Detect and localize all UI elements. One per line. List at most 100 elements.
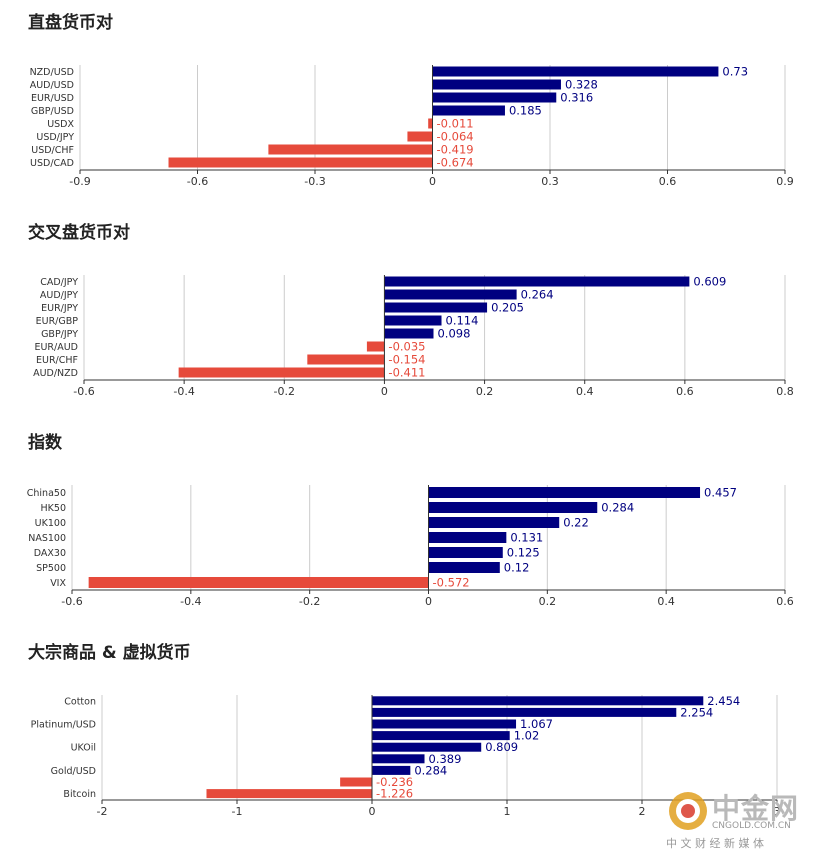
data-label: 0.125 xyxy=(507,546,540,560)
data-label: 0.264 xyxy=(521,288,554,302)
bar-chart-cross-pairs: -0.6 -0.4 -0.2 0 0.2 0.4 0.6 0.8 0.609 0.2640.205… xyxy=(33,275,794,399)
bar xyxy=(432,105,505,116)
tick-label: 0 xyxy=(381,385,388,398)
bar xyxy=(372,731,510,741)
tick-label: -0.6 xyxy=(187,175,208,188)
category-label: Platinum/USD xyxy=(31,720,96,731)
category-label: UK100 xyxy=(35,518,66,529)
data-label: 0.284 xyxy=(601,501,634,515)
tick-label: -0.2 xyxy=(299,595,320,608)
tick-label: -0.3 xyxy=(304,175,325,188)
bar xyxy=(428,547,503,558)
tick-label: -0.6 xyxy=(73,385,94,398)
data-label: -0.154 xyxy=(388,353,425,367)
tick-label: -0.4 xyxy=(180,595,201,608)
data-label: -0.572 xyxy=(433,576,470,590)
bar xyxy=(340,777,372,787)
bar xyxy=(384,276,690,287)
data-label: -1.226 xyxy=(376,787,413,801)
category-label: DAX30 xyxy=(34,548,66,559)
bar xyxy=(384,289,517,300)
bar xyxy=(432,92,557,103)
data-label: 0.457 xyxy=(704,486,737,500)
data-label: 1.02 xyxy=(514,729,540,743)
chart-title: 直盘货币对 xyxy=(28,13,113,33)
category-label: China50 xyxy=(27,488,66,499)
category-label: USD/JPY xyxy=(36,132,74,143)
tick-label: -1 xyxy=(232,805,243,818)
data-label: 0.389 xyxy=(429,752,462,766)
watermark-brand-text: 中金网 xyxy=(712,792,800,825)
data-label: 0.205 xyxy=(491,301,524,315)
chart-title: 指数 xyxy=(28,433,62,453)
category-label: NZD/USD xyxy=(30,67,74,78)
data-label: 0.809 xyxy=(485,740,518,754)
category-label: EUR/USD xyxy=(31,93,74,104)
tick-label: 2 xyxy=(639,805,646,818)
tick-label: -0.6 xyxy=(61,595,82,608)
category-label: USD/CAD xyxy=(30,158,74,169)
bar xyxy=(366,341,385,352)
data-label: 0.185 xyxy=(509,104,542,118)
tick-label: 0 xyxy=(429,175,436,188)
tick-label: 0.9 xyxy=(776,175,794,188)
bar xyxy=(168,157,433,168)
bar xyxy=(384,315,442,326)
bar xyxy=(206,789,372,799)
data-label: 0.114 xyxy=(446,314,479,328)
category-label: VIX xyxy=(50,578,66,589)
bar xyxy=(88,577,429,588)
chart-title: 大宗商品 & 虚拟货币 xyxy=(28,643,191,663)
category-label: EUR/CHF xyxy=(36,355,78,366)
bar xyxy=(372,719,517,729)
tick-label: 0.3 xyxy=(541,175,559,188)
data-label: 0.22 xyxy=(563,516,589,530)
tick-label: 0.2 xyxy=(539,595,557,608)
data-label: 1.067 xyxy=(520,717,553,731)
bar xyxy=(372,696,704,706)
category-label: USD/CHF xyxy=(31,145,74,156)
chart-section-cross-pairs: 交叉盘货币对 -0.6 -0.4 -0.2 0 0.2 0.4 0.6 0.8 0.609 0.2… xyxy=(0,218,820,418)
category-label: AUD/NZD xyxy=(33,368,78,379)
bar-chart-indices: -0.6 -0.4 -0.2 0 0.2 0.4 0.6 0.457 0.284 0.22 0.13… xyxy=(27,485,794,608)
bar xyxy=(307,354,385,365)
tick-label: 0.8 xyxy=(776,385,794,398)
category-label: GBP/JPY xyxy=(41,329,78,340)
tick-label: 0.6 xyxy=(776,595,794,608)
bar xyxy=(384,328,434,339)
bar xyxy=(372,707,677,717)
chart-section-commodities: 大宗商品 & 虚拟货币 -2 -1 0 1 2 3 2.454 2.254 1.067 1.02 0… xyxy=(0,638,820,848)
category-label: USDX xyxy=(47,119,74,130)
tick-label: 3 xyxy=(774,805,781,818)
tick-label: 0.4 xyxy=(657,595,675,608)
bar xyxy=(407,131,433,142)
tick-label: 0.6 xyxy=(676,385,694,398)
tick-label: -2 xyxy=(97,805,108,818)
data-label: 0.609 xyxy=(693,275,726,289)
bar xyxy=(428,517,560,528)
tick-label: -0.9 xyxy=(69,175,90,188)
bar xyxy=(432,79,561,90)
chart-section-indices: 指数 -0.6 -0.4 -0.2 0 0.2 0.4 0.6 0.457 0.284 0.22 0… xyxy=(0,428,820,628)
data-label: 0.12 xyxy=(504,561,530,575)
tick-label: 1 xyxy=(504,805,511,818)
data-label: -0.064 xyxy=(437,130,474,144)
brand-watermark: 中金网 CNGOLD.COM.CN 中 文 财 经 新 媒 体 xyxy=(664,783,814,853)
data-label: 2.254 xyxy=(680,705,713,719)
tick-label: 0.4 xyxy=(576,385,594,398)
bar xyxy=(428,487,701,498)
bar xyxy=(372,765,411,775)
bar xyxy=(384,302,488,313)
bar xyxy=(428,502,598,513)
data-label: 0.73 xyxy=(722,65,748,79)
category-label: Cotton xyxy=(64,696,96,707)
data-label: -0.236 xyxy=(376,775,413,789)
bar xyxy=(428,562,500,573)
watermark-site-text: CNGOLD.COM.CN xyxy=(712,821,791,831)
data-label: -0.035 xyxy=(388,340,425,354)
category-label: GBP/USD xyxy=(31,106,74,117)
tick-label: -0.2 xyxy=(274,385,295,398)
data-label: 0.284 xyxy=(414,763,447,777)
data-label: -0.419 xyxy=(437,143,474,157)
